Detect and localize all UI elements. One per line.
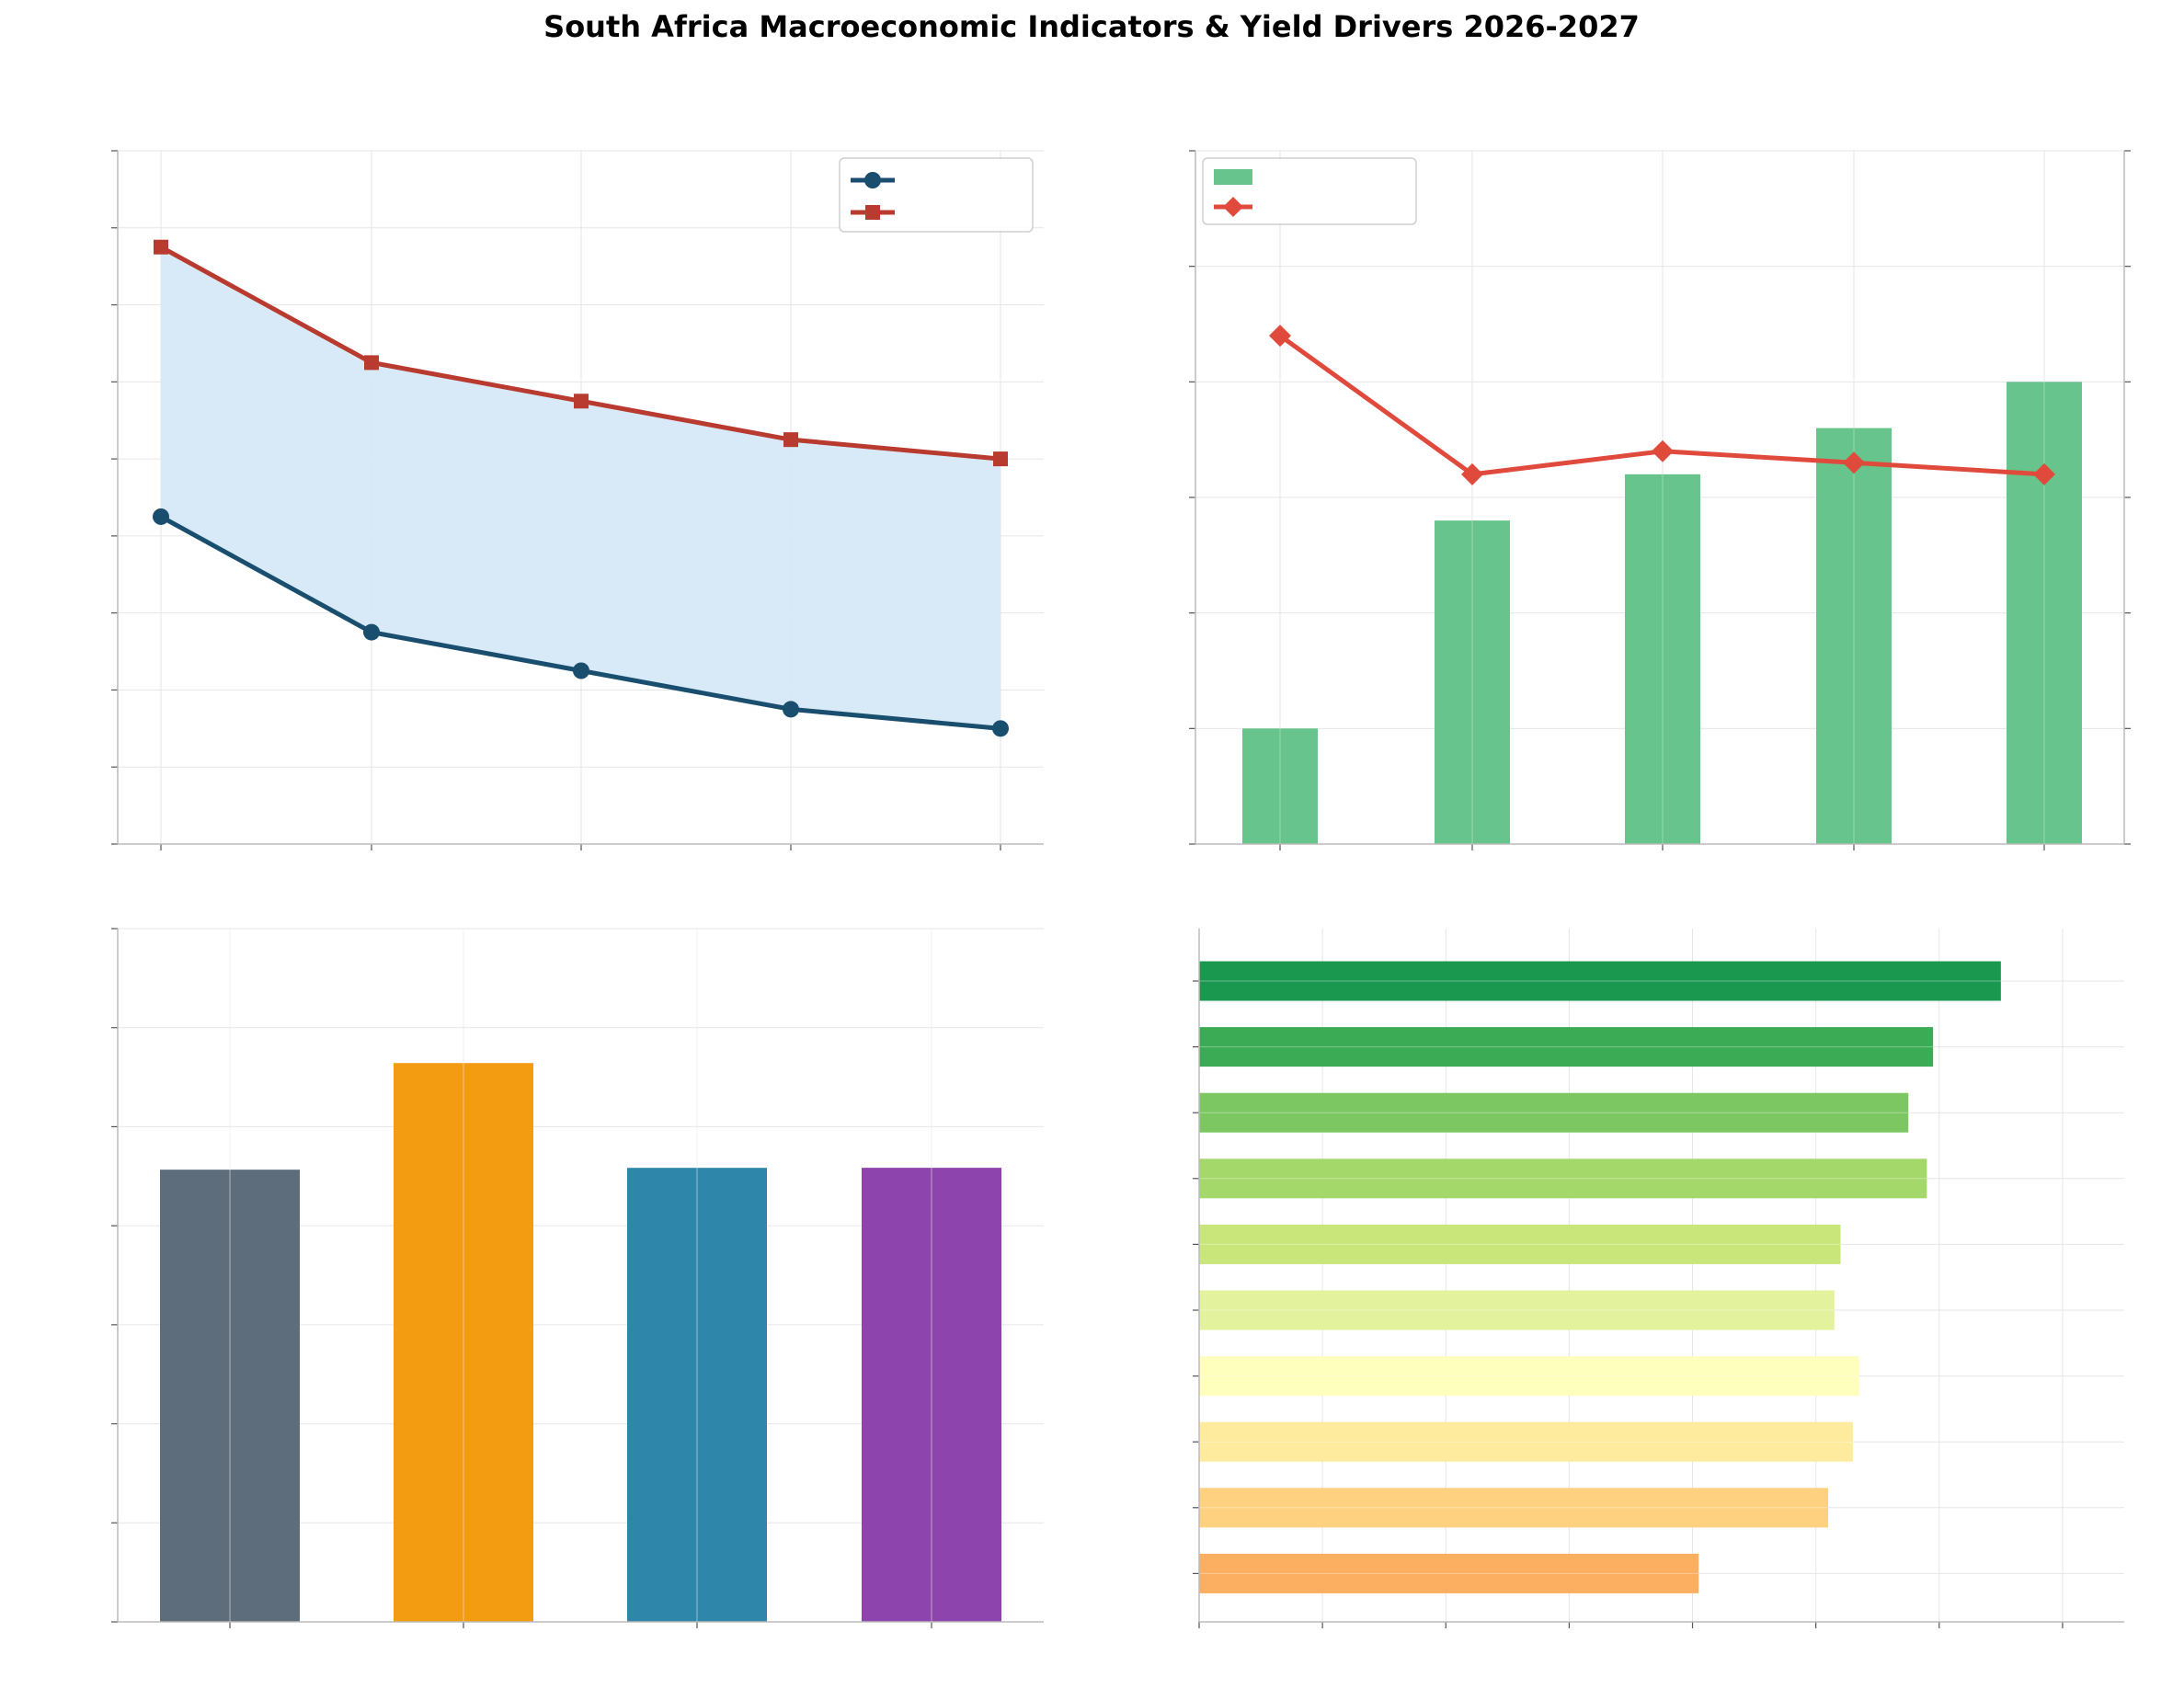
data-point [992, 720, 1009, 737]
yield-bar [1199, 961, 2001, 1001]
yield-bar [1199, 1224, 1841, 1264]
cpi-point [1652, 439, 1674, 462]
figure-suptitle: South Africa Macroeconomic Indicators & … [543, 9, 1640, 44]
rent-by-province-chart [111, 928, 1044, 1628]
gdp-bar [1625, 474, 1700, 844]
cpi-point [1843, 451, 1865, 474]
legend-box [1202, 157, 1417, 225]
legend [839, 157, 1034, 233]
data-point [154, 239, 168, 255]
gdp-bar [2007, 382, 2082, 844]
legend-swatch-bar [1214, 169, 1252, 185]
yield-bar [1199, 1290, 1835, 1330]
legend [1202, 157, 1417, 225]
data-point [153, 508, 169, 525]
data-point [783, 432, 798, 448]
data-point [363, 623, 380, 641]
legend-box [839, 157, 1034, 233]
yield-bar [1199, 1158, 1927, 1199]
gdp-bar [1435, 520, 1510, 844]
legend-marker [864, 172, 881, 188]
data-point [364, 355, 379, 371]
cpi-point [1269, 325, 1291, 348]
legend-marker [865, 205, 880, 220]
yield-bar [1199, 1356, 1859, 1397]
yield-bar [1199, 1553, 1699, 1593]
data-point [573, 662, 589, 679]
yield-bar [1199, 1488, 1829, 1528]
cpi-point [2033, 462, 2055, 485]
yield-bar [1199, 1421, 1853, 1462]
interest-rate-chart [111, 150, 1044, 850]
data-point [783, 701, 799, 718]
gdp-inflation-chart [1189, 150, 2131, 850]
gdp-bar [1242, 728, 1318, 844]
gdp-bar [1816, 428, 1892, 844]
legend-marker [1223, 197, 1243, 217]
yield-bar [1199, 1092, 1909, 1133]
data-point [993, 451, 1008, 467]
net-yield-chart [1193, 929, 2124, 1628]
yield-bar [1199, 1027, 1934, 1067]
cpi-point [1461, 462, 1483, 485]
data-point [574, 394, 589, 409]
